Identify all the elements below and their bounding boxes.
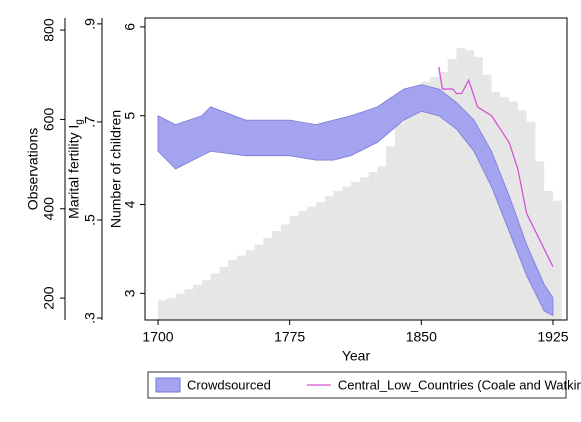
y3-tick-label: 400	[41, 197, 57, 221]
bar	[245, 250, 255, 320]
bar	[403, 101, 413, 321]
bar	[166, 298, 176, 320]
legend-label: Crowdsourced	[187, 377, 271, 392]
y3-tick-label: 800	[41, 18, 57, 42]
bar	[552, 200, 562, 320]
legend-swatch	[155, 377, 181, 393]
legend-label: Central_Low_Countries (Coale and Watkins…	[338, 377, 581, 392]
bar	[157, 300, 167, 320]
y3-axis-title: Observations	[25, 128, 41, 210]
y3-tick-label: 200	[41, 286, 57, 310]
bar	[394, 123, 404, 321]
bar	[465, 50, 474, 320]
y2-axis-title: Marital fertility Ig	[66, 119, 85, 219]
bar	[315, 202, 325, 320]
y-axis-title: Number of children	[108, 110, 124, 228]
bar	[491, 91, 501, 321]
bar	[272, 231, 281, 320]
y2-tick-label: .5	[82, 214, 98, 226]
x-axis-title: Year	[342, 348, 371, 364]
bar	[456, 47, 466, 321]
legend-box	[147, 371, 567, 399]
x-tick-label: 1850	[406, 329, 437, 345]
y2-tick-label: .7	[82, 116, 98, 128]
bar	[193, 284, 202, 320]
y3-tick-label: 600	[41, 108, 57, 132]
bar	[263, 237, 273, 320]
bar	[254, 244, 264, 320]
bar	[280, 224, 290, 320]
bar	[482, 74, 492, 320]
bar	[307, 206, 316, 320]
bar	[430, 76, 439, 320]
x-tick-label: 1775	[274, 329, 305, 345]
bar	[201, 280, 211, 320]
x-tick-label: 1700	[142, 329, 173, 345]
bar	[544, 190, 553, 320]
bar	[175, 293, 185, 320]
bar	[219, 266, 229, 320]
bar	[236, 255, 246, 320]
y2-tick-label: .9	[82, 18, 98, 30]
y-tick-label: 6	[122, 23, 138, 31]
bar	[228, 260, 237, 320]
x-tick-label: 1925	[537, 329, 568, 345]
bar	[184, 289, 194, 320]
bar	[386, 146, 395, 320]
bar	[210, 273, 220, 320]
bar	[438, 72, 448, 320]
bar	[517, 110, 527, 320]
plot-frame	[144, 17, 568, 321]
bar	[412, 90, 422, 321]
y2-tick-label: .3	[82, 312, 98, 324]
bar	[359, 177, 369, 320]
y-tick-label: 4	[122, 200, 138, 208]
bar	[447, 59, 457, 321]
bar	[421, 81, 431, 320]
y-tick-label: 3	[122, 289, 138, 297]
y-tick-label: 5	[122, 112, 138, 120]
bar	[333, 190, 343, 320]
bar	[342, 186, 352, 320]
range-band	[157, 84, 554, 317]
bar	[324, 196, 334, 320]
bar	[289, 215, 299, 320]
bar	[298, 210, 308, 320]
bar	[368, 172, 378, 320]
line	[438, 66, 554, 267]
bar	[526, 121, 536, 320]
y2-axis-title-sub: g	[74, 119, 85, 125]
bar	[377, 166, 387, 320]
bar	[351, 181, 360, 320]
bar	[473, 56, 483, 321]
